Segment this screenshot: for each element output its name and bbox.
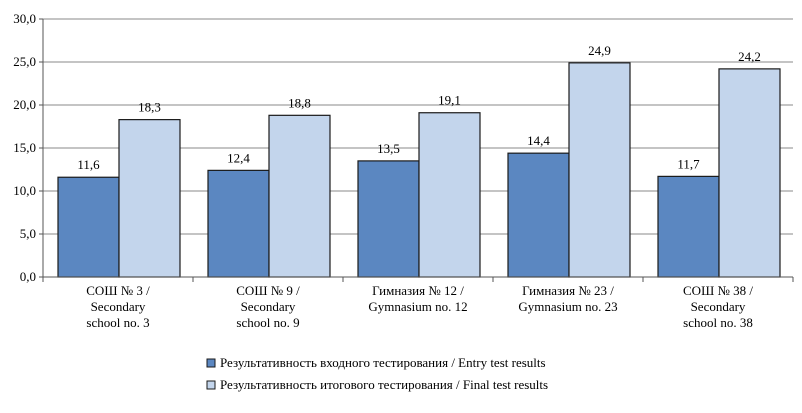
x-category-label: Secondary [91,299,146,314]
y-tick-label: 10,0 [13,183,36,198]
bar [418,112,481,278]
data-label: 11,6 [77,157,100,172]
data-label: 12,4 [227,150,250,165]
bar [657,175,720,278]
x-category-label: Gymnasium no. 23 [518,299,617,314]
data-label: 24,2 [738,49,761,64]
bar [568,62,631,278]
data-label: 11,7 [677,156,700,171]
bar [718,68,781,278]
legend-swatch [206,358,216,368]
data-label: 24,9 [588,43,611,58]
x-category-label: Гимназия № 23 / [522,283,614,298]
bar [268,114,331,278]
legend-label: Результативность входного тестирования /… [220,355,546,370]
data-label: 14,4 [527,133,550,148]
y-tick-label: 15,0 [13,140,36,155]
y-tick-label: 20,0 [13,97,36,112]
x-category-label: Gymnasium no. 12 [368,299,467,314]
bar [357,160,420,278]
legend-swatch [206,380,216,390]
y-tick-label: 25,0 [13,54,36,69]
legend-label: Результативность итогового тестирования … [220,377,548,392]
data-label: 18,8 [288,95,311,110]
bar [118,119,181,278]
y-tick-label: 5,0 [20,226,36,241]
x-category-label: Secondary [691,299,746,314]
x-category-label: СОШ № 9 / [236,283,300,298]
y-tick-label: 30,0 [13,11,36,26]
bar [57,176,120,278]
y-tick-label: 0,0 [20,269,36,284]
x-category-label: СОШ № 38 / [683,283,753,298]
data-label: 18,3 [138,100,161,115]
data-label: 19,1 [438,93,461,108]
x-category-label: school no. 38 [683,315,753,330]
bar [507,152,570,278]
x-category-label: Гимназия № 12 / [372,283,464,298]
data-label: 13,5 [377,141,400,156]
x-category-label: school no. 3 [86,315,149,330]
x-category-label: school no. 9 [236,315,299,330]
x-category-label: Secondary [241,299,296,314]
bar [207,169,270,278]
x-category-label: СОШ № 3 / [86,283,150,298]
